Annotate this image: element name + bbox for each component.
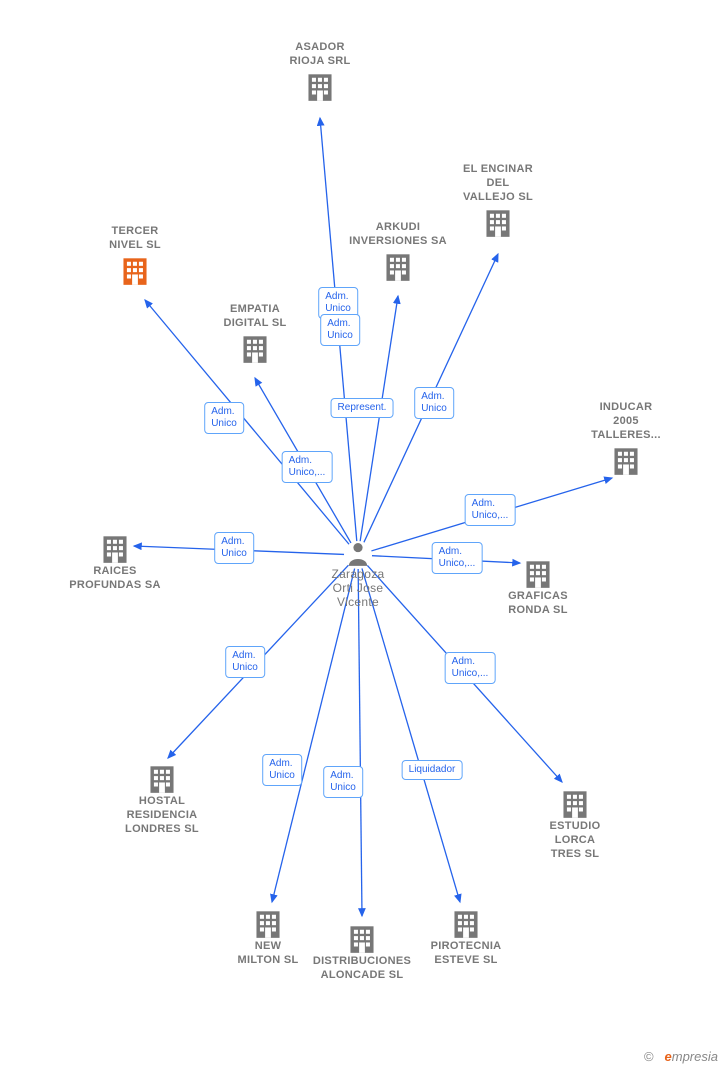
building-icon [348, 924, 376, 954]
edge-role-label: Adm.Unico [323, 766, 363, 798]
edge-role-label: Adm.Unico [225, 646, 265, 678]
edge-role-label: Adm.Unico [262, 754, 302, 786]
edge-role-label: Adm.Unico [214, 532, 254, 564]
company-node-tercer[interactable]: TERCER NIVEL SL [75, 224, 195, 286]
company-node-hostal[interactable]: HOSTAL RESIDENCIA LONDRES SL [102, 760, 222, 836]
building-icon [612, 446, 640, 476]
edge-role-label: Adm.Unico,... [282, 451, 333, 483]
building-icon [484, 208, 512, 238]
edge-role-label: Adm.Unico [204, 402, 244, 434]
company-label: EL ENCINAR DEL VALLEJO SL [438, 162, 558, 204]
company-node-raices[interactable]: RAICES PROFUNDAS SA [55, 530, 175, 592]
company-node-empatia[interactable]: EMPATIA DIGITAL SL [195, 302, 315, 364]
building-icon [384, 252, 412, 282]
company-label: GRAFICAS RONDA SL [478, 589, 598, 617]
brand-logo-e: e [665, 1049, 672, 1064]
company-label: EMPATIA DIGITAL SL [195, 302, 315, 330]
company-label: RAICES PROFUNDAS SA [55, 564, 175, 592]
building-icon [254, 909, 282, 939]
company-node-arkudi[interactable]: ARKUDI INVERSIONES SA [338, 220, 458, 282]
company-label: DISTRIBUCIONES ALONCADE SL [302, 954, 422, 982]
company-label: ESTUDIO LORCA TRES SL [515, 819, 635, 861]
edge-role-label: Adm.Unico [320, 314, 360, 346]
company-node-pirotec[interactable]: PIROTECNIA ESTEVE SL [406, 905, 526, 967]
company-node-graficas[interactable]: GRAFICAS RONDA SL [478, 555, 598, 617]
company-label: PIROTECNIA ESTEVE SL [406, 939, 526, 967]
building-icon [121, 256, 149, 286]
central-person-node[interactable]: Zaragoza Orti Jose Vicente [298, 541, 418, 609]
building-icon [148, 764, 176, 794]
building-icon [306, 72, 334, 102]
company-node-estudio[interactable]: ESTUDIO LORCA TRES SL [515, 785, 635, 861]
edge-line [272, 569, 355, 902]
building-icon [452, 909, 480, 939]
building-icon [561, 789, 589, 819]
building-icon [524, 559, 552, 589]
building-icon [101, 534, 129, 564]
company-label: TERCER NIVEL SL [75, 224, 195, 252]
company-label: INDUCAR 2005 TALLERES... [566, 400, 686, 442]
copyright-symbol: © [644, 1049, 654, 1064]
edge-line [360, 296, 398, 541]
edge-role-label: Adm.Unico,... [445, 652, 496, 684]
company-node-inducar[interactable]: INDUCAR 2005 TALLERES... [566, 400, 686, 476]
edge-line [358, 569, 362, 916]
edge-role-label: Represent. [331, 398, 394, 418]
brand-logo-rest: mpresia [672, 1049, 718, 1064]
company-node-distrib[interactable]: DISTRIBUCIONES ALONCADE SL [302, 920, 422, 982]
edge-role-label: Adm.Unico,... [432, 542, 483, 574]
edge-role-label: Adm.Unico [414, 387, 454, 419]
edge-line [362, 568, 460, 902]
company-label: HOSTAL RESIDENCIA LONDRES SL [102, 794, 222, 836]
building-icon [241, 334, 269, 364]
company-node-asador[interactable]: ASADOR RIOJA SRL [260, 40, 380, 102]
company-label: ASADOR RIOJA SRL [260, 40, 380, 68]
person-icon [347, 541, 369, 567]
edge-role-label: Adm.Unico,... [465, 494, 516, 526]
edge-role-label: Liquidador [402, 760, 463, 780]
footer-credit: © empresia [644, 1049, 718, 1064]
central-label: Zaragoza Orti Jose Vicente [298, 567, 418, 609]
company-label: ARKUDI INVERSIONES SA [338, 220, 458, 248]
